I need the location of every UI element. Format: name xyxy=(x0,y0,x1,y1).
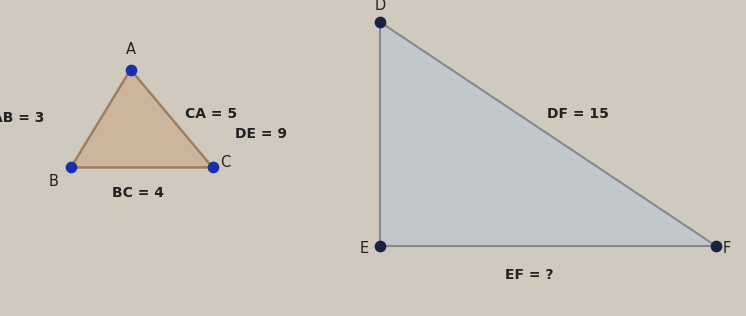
Point xyxy=(65,165,77,170)
Text: CA = 5: CA = 5 xyxy=(185,107,237,121)
Text: E: E xyxy=(360,240,369,256)
Text: B: B xyxy=(48,174,59,189)
Text: AB = 3: AB = 3 xyxy=(0,112,45,125)
Polygon shape xyxy=(71,70,213,167)
Text: F: F xyxy=(722,240,730,256)
Text: A: A xyxy=(125,42,136,57)
Point xyxy=(374,244,386,249)
Point xyxy=(207,165,219,170)
Text: DE = 9: DE = 9 xyxy=(235,127,287,141)
Point xyxy=(374,20,386,25)
Text: D: D xyxy=(374,0,386,13)
Polygon shape xyxy=(380,22,716,246)
Text: EF = ?: EF = ? xyxy=(505,268,554,282)
Text: DF = 15: DF = 15 xyxy=(548,107,609,121)
Point xyxy=(125,67,137,72)
Text: BC = 4: BC = 4 xyxy=(112,186,164,200)
Text: C: C xyxy=(220,155,231,170)
Point xyxy=(710,244,722,249)
